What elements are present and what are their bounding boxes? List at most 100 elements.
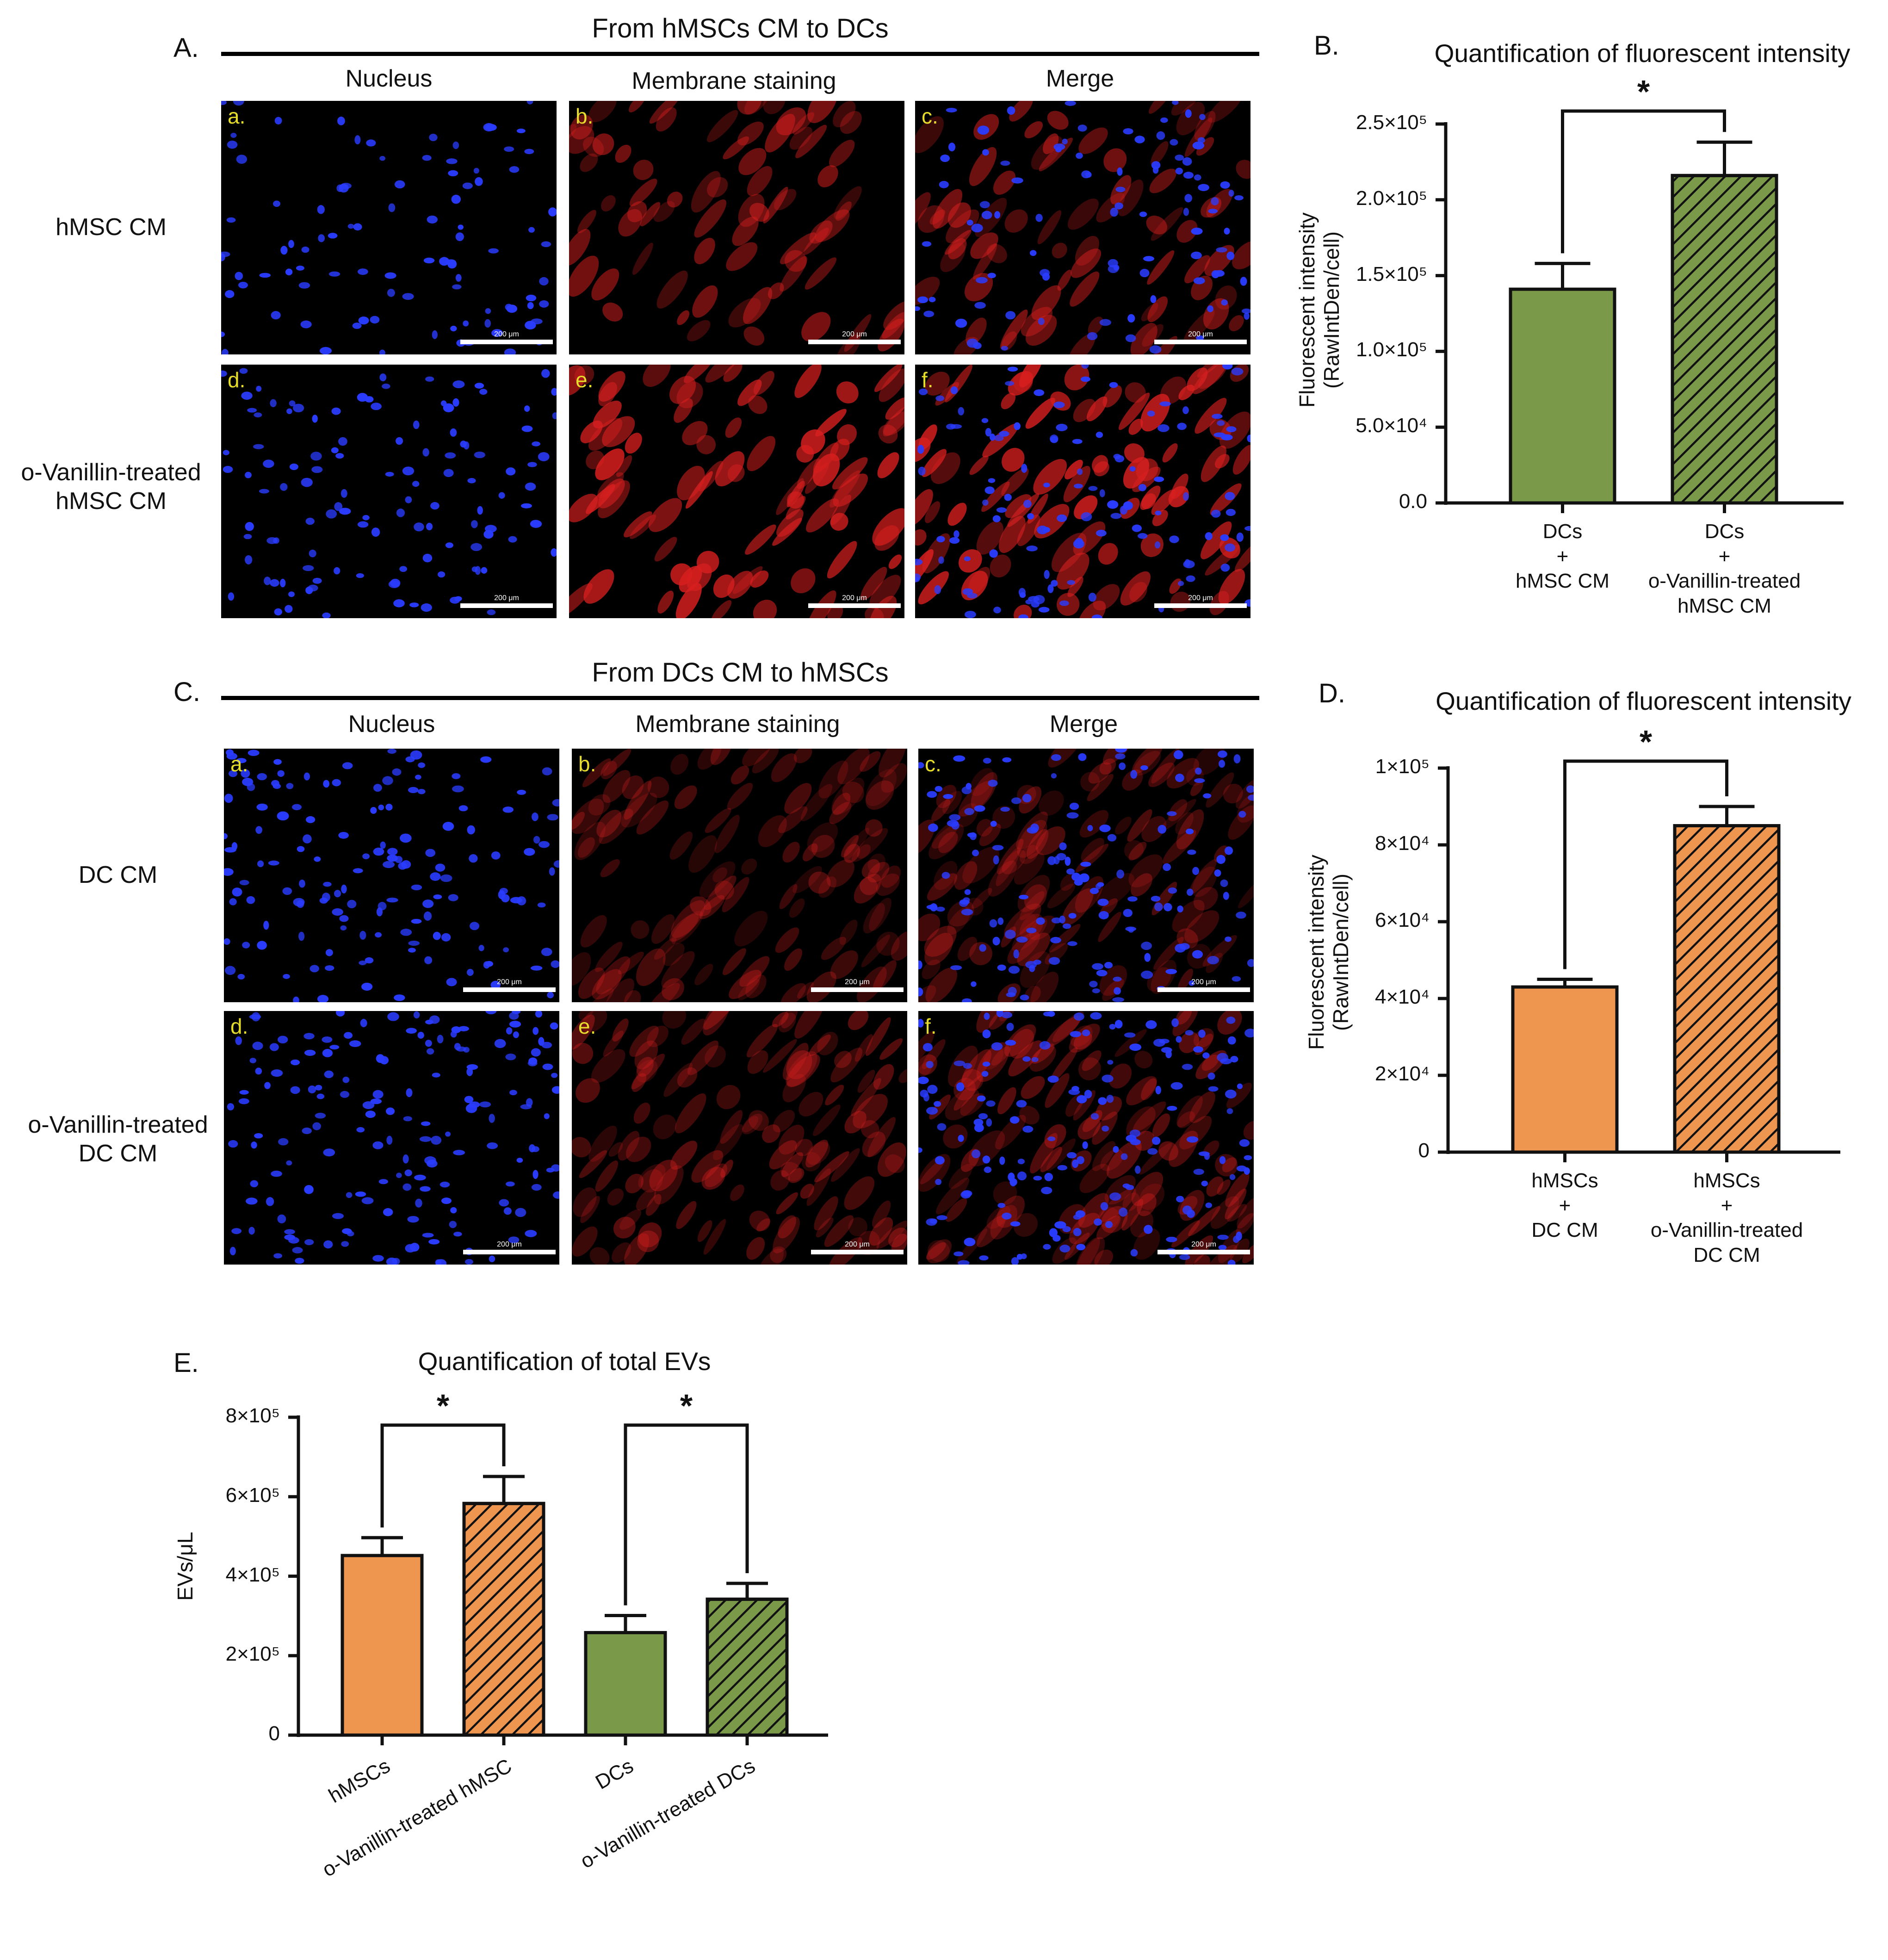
chart-b-category-label: DCs + o-Vanillin-treated hMSC CM — [1648, 520, 1801, 618]
section-c-rule — [221, 696, 1259, 700]
section-c-image-nucleus-1-tag: a. — [230, 752, 248, 776]
section-c-image-merge-2-image — [918, 1011, 1254, 1265]
section-c-image-membrane-1: b. 200 μm — [572, 749, 907, 1002]
section-a-col-merge: Merge — [1046, 65, 1114, 92]
chart-b-y-axis-title: Fluorescent intensity (RawIntDen/cell) — [1292, 125, 1347, 495]
section-a-image-nucleus-1-scale-bar — [460, 340, 553, 344]
section-a-image-nucleus-1: a. 200 μm — [221, 101, 557, 354]
chart-e-significance-bracket — [624, 1423, 749, 1606]
section-c-row-label-1: DC CM — [78, 862, 158, 888]
chart-e-y-tick-label: 8×10⁵ — [225, 1404, 280, 1427]
section-a-image-merge-1: c. 200 μm — [915, 101, 1250, 354]
chart-b-y-tick-label: 0.0 — [1399, 490, 1427, 513]
section-c-col-nucleus: Nucleus — [348, 711, 435, 738]
chart-b-y-tick-label: 1.0×10⁵ — [1356, 338, 1427, 361]
section-c-image-merge-2: f. 200 μm — [918, 1011, 1254, 1265]
section-a-image-merge-2-scale-bar — [1154, 603, 1247, 608]
panel-label-e: E. — [173, 1348, 199, 1378]
chart-d-category-label: hMSCs + DC CM — [1531, 1169, 1598, 1242]
section-a-image-nucleus-1-image — [221, 101, 557, 354]
section-c-image-merge-1: c. 200 μm — [918, 749, 1254, 1002]
section-a-image-nucleus-1-scale-text: 200 μm — [494, 330, 519, 338]
section-c-image-membrane-1-tag: b. — [578, 752, 596, 776]
chart-e-bar-3 — [584, 1631, 667, 1737]
chart-d-y-tick-label: 6×10⁴ — [1374, 909, 1430, 931]
section-a-image-nucleus-2-scale-bar — [460, 603, 553, 608]
chart-b-significance-bracket — [1561, 109, 1726, 254]
section-c-image-nucleus-1: a. 200 μm — [224, 749, 559, 1002]
section-a-image-membrane-1-scale-text: 200 μm — [842, 330, 867, 338]
section-a-image-nucleus-2: d. 200 μm — [221, 365, 557, 618]
section-c-image-membrane-2-tag: e. — [578, 1014, 596, 1038]
section-a-image-merge-1-image — [915, 101, 1250, 354]
chart-e-y-tick-label: 6×10⁵ — [225, 1483, 280, 1507]
section-c-image-merge-2-scale-bar — [1158, 1250, 1250, 1254]
section-c-image-membrane-2: e. 200 μm — [572, 1011, 907, 1265]
section-a-row-label-1: hMSC CM — [56, 214, 167, 241]
chart-d-category-label: hMSCs + o-Vanillin-treated DC CM — [1650, 1169, 1803, 1267]
section-a-image-merge-1-scale-bar — [1154, 340, 1247, 344]
chart-d-bar-2 — [1673, 824, 1781, 1154]
section-a-image-merge-2-tag: f. — [922, 368, 934, 392]
section-c-image-merge-1-scale-bar — [1158, 987, 1250, 992]
section-c-image-nucleus-2-scale-bar — [463, 1250, 556, 1254]
section-a-col-nucleus: Nucleus — [345, 65, 433, 92]
chart-d-y-tick-label: 8×10⁴ — [1374, 832, 1430, 855]
section-c-image-merge-2-tag: f. — [925, 1014, 937, 1038]
section-c-title: From DCs CM to hMSCs — [592, 657, 889, 688]
section-c-image-nucleus-1-scale-bar — [463, 987, 556, 992]
chart-e-y-tick-label: 4×10⁵ — [225, 1563, 280, 1586]
chart-b-significance-star: * — [1637, 74, 1650, 110]
section-c-image-nucleus-1-scale-text: 200 μm — [497, 978, 522, 986]
section-c-image-merge-2-scale-text: 200 μm — [1191, 1241, 1216, 1248]
section-a-image-membrane-2-tag: e. — [576, 368, 594, 392]
section-a-image-membrane-2: e. 200 μm — [569, 365, 904, 618]
chart-b-title: Quantification of fluorescent intensity — [1434, 39, 1851, 68]
chart-e-y-tick-label: 0 — [268, 1722, 280, 1745]
panel-label-b: B. — [1314, 31, 1339, 61]
chart-d-bar-hatch-2 — [1673, 824, 1781, 1154]
chart-e-significance-star: * — [680, 1388, 693, 1424]
section-a-image-nucleus-1-tag: a. — [228, 104, 246, 128]
section-a-image-membrane-1: b. 200 μm — [569, 101, 904, 354]
chart-d-title: Quantification of fluorescent intensity — [1436, 687, 1851, 715]
section-c-image-merge-1-image — [918, 749, 1254, 1002]
section-c-image-nucleus-2-scale-text: 200 μm — [497, 1241, 522, 1248]
section-c-image-merge-1-tag: c. — [925, 752, 941, 776]
section-c-image-nucleus-2: d. 200 μm — [224, 1011, 559, 1265]
chart-e-title: Quantification of total EVs — [418, 1347, 711, 1376]
panel-label-a: A. — [173, 33, 199, 63]
section-c-image-membrane-2-scale-text: 200 μm — [845, 1241, 870, 1248]
section-a-image-merge-2: f. 200 μm — [915, 365, 1250, 618]
section-a-image-membrane-2-image — [569, 365, 904, 618]
section-a-image-merge-1-tag: c. — [922, 104, 938, 128]
section-a-image-nucleus-2-tag: d. — [228, 368, 246, 392]
chart-e-bar-1 — [340, 1554, 424, 1737]
section-c-image-nucleus-2-tag: d. — [230, 1014, 248, 1038]
chart-b-y-tick-label: 2.0×10⁵ — [1356, 186, 1427, 210]
section-c-image-merge-1-scale-text: 200 μm — [1191, 978, 1216, 986]
chart-d-y-tick-label: 4×10⁴ — [1374, 986, 1430, 1008]
section-c-image-membrane-1-scale-bar — [811, 987, 904, 992]
section-c-row-label-2: o-Vanillin-treated DC CM — [28, 1111, 208, 1167]
section-a-image-nucleus-2-scale-text: 200 μm — [494, 594, 519, 602]
section-a-row-label-2: o-Vanillin-treated hMSC CM — [21, 459, 201, 515]
section-a-image-merge-1-scale-text: 200 μm — [1188, 330, 1213, 338]
chart-b-y-tick-label: 2.5×10⁵ — [1356, 111, 1427, 134]
chart-b-category-label: DCs + hMSC CM — [1516, 520, 1609, 593]
section-a-image-merge-2-image — [915, 365, 1250, 618]
chart-b-bar-hatch-2 — [1671, 174, 1778, 505]
section-a-image-membrane-1-scale-bar — [808, 340, 901, 344]
section-a-image-nucleus-2-image — [221, 368, 557, 618]
section-a-rule — [221, 52, 1259, 56]
section-c-image-membrane-2-scale-bar — [811, 1250, 904, 1254]
chart-d-significance-bracket — [1563, 759, 1728, 969]
section-c-image-nucleus-1-image — [224, 749, 559, 1002]
section-a-image-membrane-2-scale-text: 200 μm — [842, 594, 867, 602]
chart-e-y-tick-label: 2×10⁵ — [225, 1643, 280, 1666]
chart-e-bar-hatch-2 — [462, 1501, 545, 1737]
section-c-col-membrane: Membrane staining — [635, 711, 840, 738]
section-a-title: From hMSCs CM to DCs — [592, 13, 889, 43]
panel-label-d: D. — [1319, 678, 1345, 708]
section-a-col-membrane: Membrane staining — [631, 68, 836, 94]
